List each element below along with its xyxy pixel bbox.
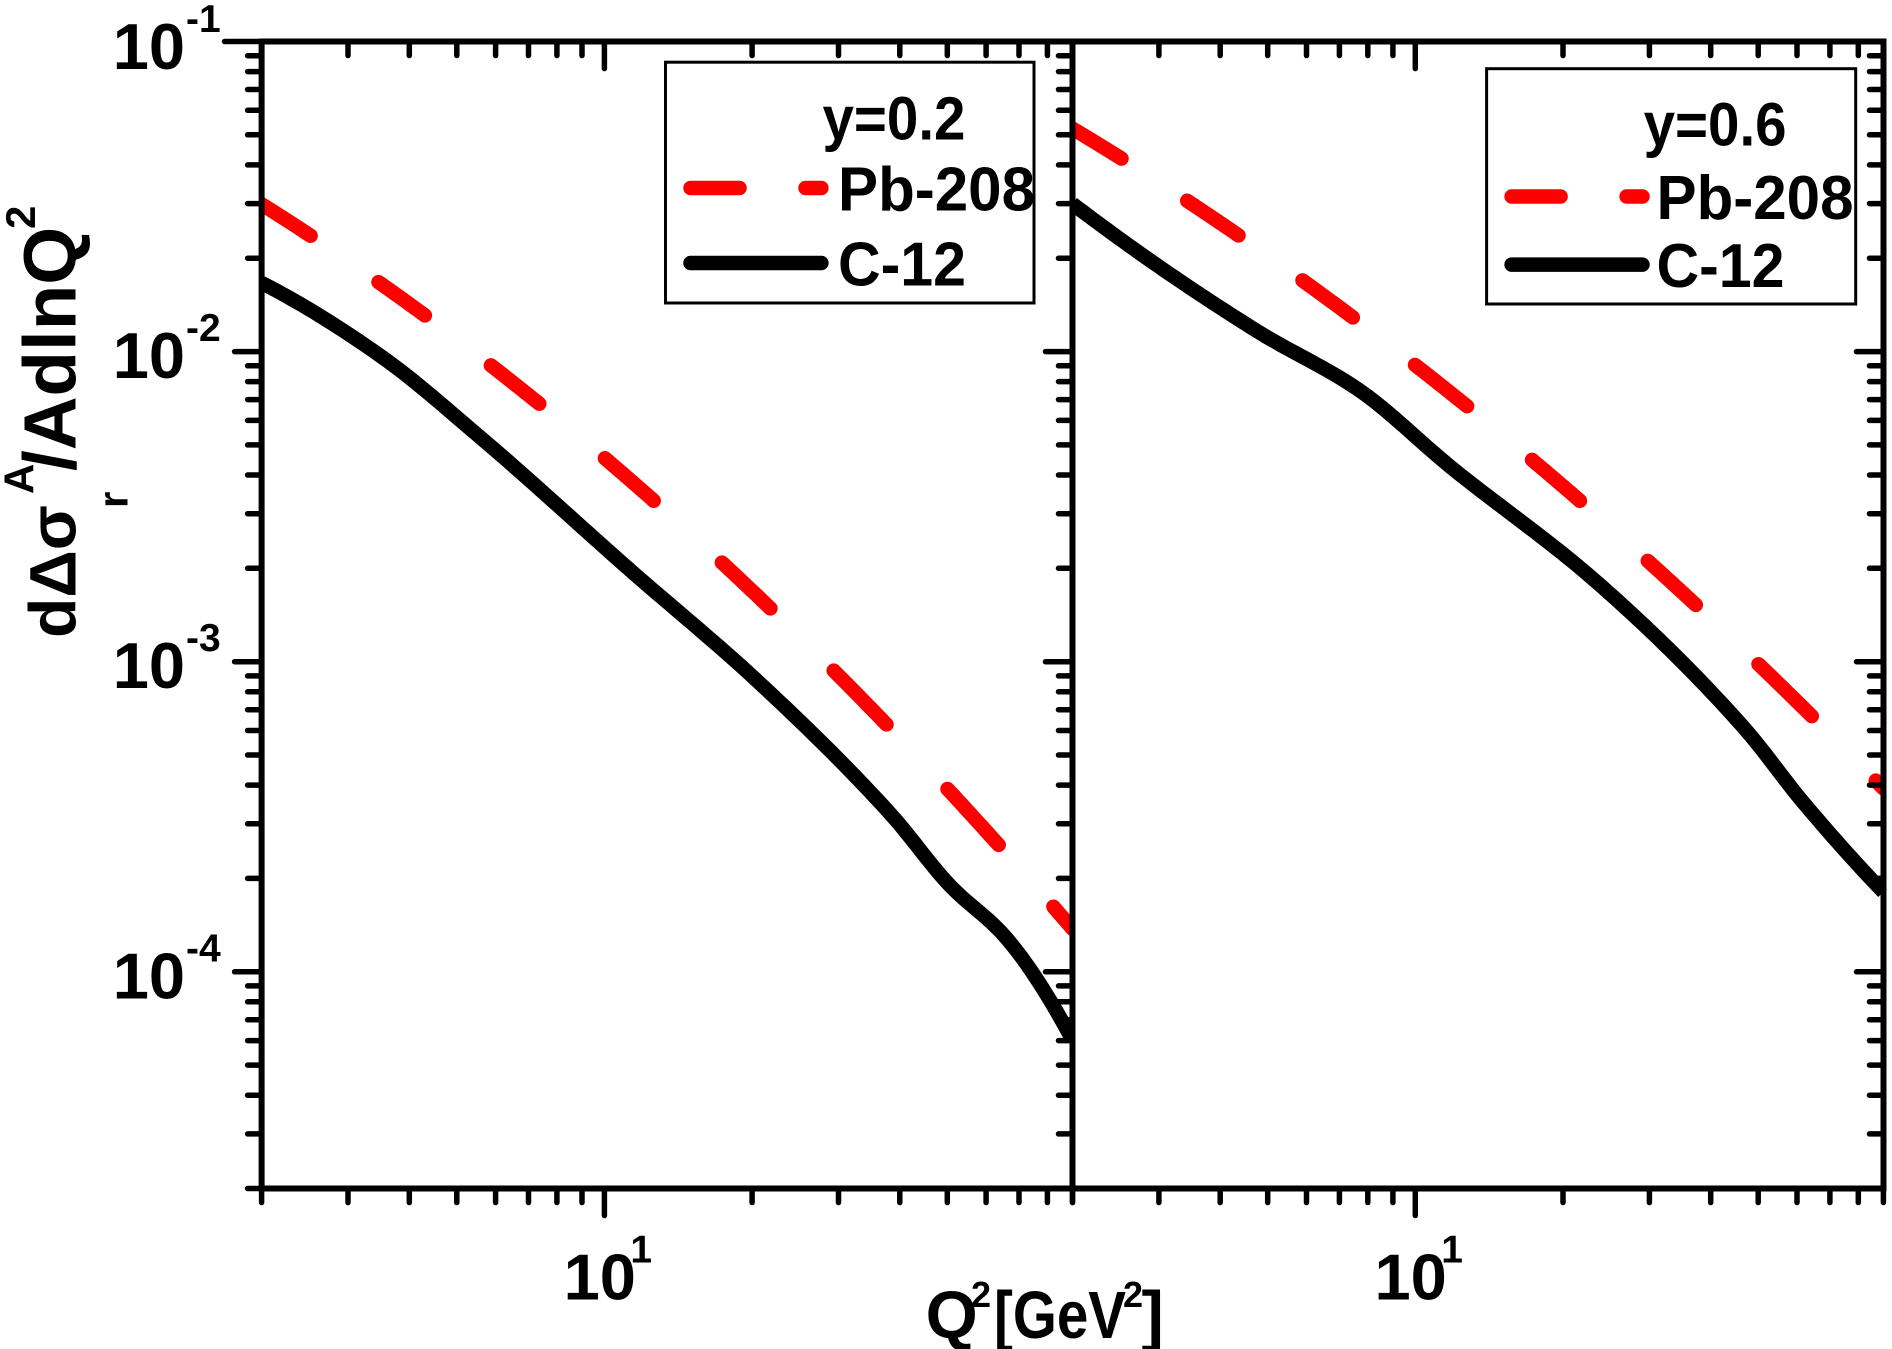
svg-text:10: 10 (1375, 1241, 1447, 1314)
svg-text:1: 1 (1441, 1228, 1463, 1271)
svg-text:y=0.2: y=0.2 (823, 85, 966, 153)
svg-text:[GeV: [GeV (994, 1278, 1126, 1349)
svg-text:2: 2 (1123, 1274, 1143, 1315)
svg-text:Pb-208: Pb-208 (1657, 164, 1854, 233)
svg-text:-3: -3 (186, 617, 221, 660)
svg-text:-1: -1 (186, 0, 221, 41)
svg-text:-2: -2 (186, 307, 221, 350)
svg-text:1: 1 (630, 1228, 652, 1271)
svg-text:/AdlnQ: /AdlnQ (9, 227, 92, 471)
svg-text:10: 10 (564, 1241, 636, 1314)
svg-text:10: 10 (113, 10, 185, 83)
svg-text:10: 10 (113, 939, 185, 1012)
svg-text:y=0.6: y=0.6 (1644, 91, 1787, 159)
svg-text:A: A (0, 464, 43, 494)
svg-text:]: ] (1142, 1278, 1164, 1349)
svg-text:10: 10 (113, 629, 185, 702)
svg-text:C-12: C-12 (838, 231, 966, 300)
svg-text:dΔσ: dΔσ (16, 505, 90, 638)
svg-text:2: 2 (971, 1274, 991, 1315)
svg-text:2: 2 (0, 206, 44, 229)
svg-text:r: r (90, 492, 137, 508)
svg-text:10: 10 (113, 319, 185, 392)
svg-text:Pb-208: Pb-208 (838, 156, 1035, 225)
svg-text:-4: -4 (186, 927, 221, 970)
svg-text:C-12: C-12 (1657, 232, 1785, 301)
svg-text:Q: Q (926, 1278, 978, 1349)
